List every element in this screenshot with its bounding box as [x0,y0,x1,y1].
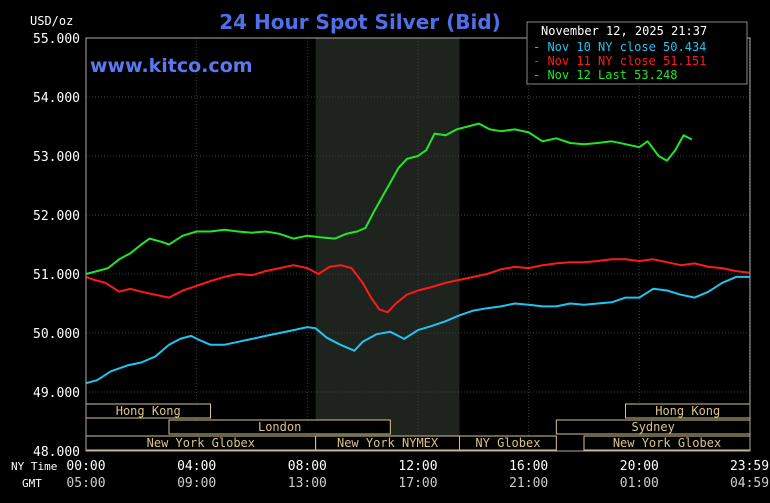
x-tick-label-ny: 00:00 [66,459,105,474]
gmt-label: GMT [22,477,42,490]
series-line-nov-12 [85,122,693,275]
y-tick-label: 51.000 [33,268,80,283]
session-bar: Hong Kong [85,403,211,419]
chart-title: 24 Hour Spot Silver (Bid) [219,10,501,34]
x-tick-label-gmt: 05:00 [66,476,105,491]
y-tick-label: 55.000 [33,32,80,47]
series-line-nov-10 [85,275,750,385]
legend-entry: - Nov 10 NY close 50.434 [533,40,706,54]
x-tick-label-ny: 20:00 [620,459,659,474]
x-tick-label-ny: 12:00 [398,459,437,474]
y-tick-label: 52.000 [33,209,80,224]
x-tick-label-ny: 16:00 [509,459,548,474]
series-line-nov-11 [85,258,750,314]
timestamp: November 12, 2025 21:37 [541,24,707,38]
session-label: London [258,420,301,434]
y-tick-label: 54.000 [33,91,80,106]
unit-label: USD/oz [30,14,73,28]
legend-box [526,21,748,85]
session-bar: Sydney [555,419,751,435]
nymex-session-highlight [315,38,460,451]
x-tick-label-gmt: 13:00 [288,476,327,491]
session-label: Hong Kong [655,404,720,418]
watermark: www.kitco.com [90,55,253,77]
x-tick-label-gmt: 09:00 [177,476,216,491]
session-bar: London [168,419,391,435]
session-bar: New York Globex [583,435,751,451]
x-tick-label-ny: 04:00 [177,459,216,474]
session-label: Sydney [631,420,674,434]
session-bar: Hong Kong [625,403,751,419]
session-bar: New York NYMEX [315,435,460,451]
session-box [459,435,557,451]
session-label: New York NYMEX [337,436,439,450]
x-tick-label-gmt: 04:59 [730,476,769,491]
session-label: Hong Kong [116,404,181,418]
plot-frame [85,37,751,452]
session-label: NY Globex [475,436,540,450]
legend-entry: - Nov 11 NY close 51.151 [533,54,706,68]
session-label: New York Globex [613,436,721,450]
x-tick-label-gmt: 17:00 [398,476,437,491]
ny-time-label: NY Time [11,460,57,473]
legend-entry: - Nov 12 Last 53.248 [533,68,678,82]
session-bar: NY Globex [459,435,557,451]
y-tick-label: 50.000 [33,327,80,342]
x-tick-label-ny: 23:59 [730,459,769,474]
y-tick-label: 48.000 [33,445,80,460]
x-tick-label-gmt: 01:00 [620,476,659,491]
session-box [168,419,391,435]
y-tick-label: 53.000 [33,150,80,165]
x-tick-label-ny: 08:00 [288,459,327,474]
session-bar: New York Globex [85,435,317,451]
x-tick-label-gmt: 21:00 [509,476,548,491]
y-tick-label: 49.000 [33,386,80,401]
session-label: New York Globex [147,436,255,450]
